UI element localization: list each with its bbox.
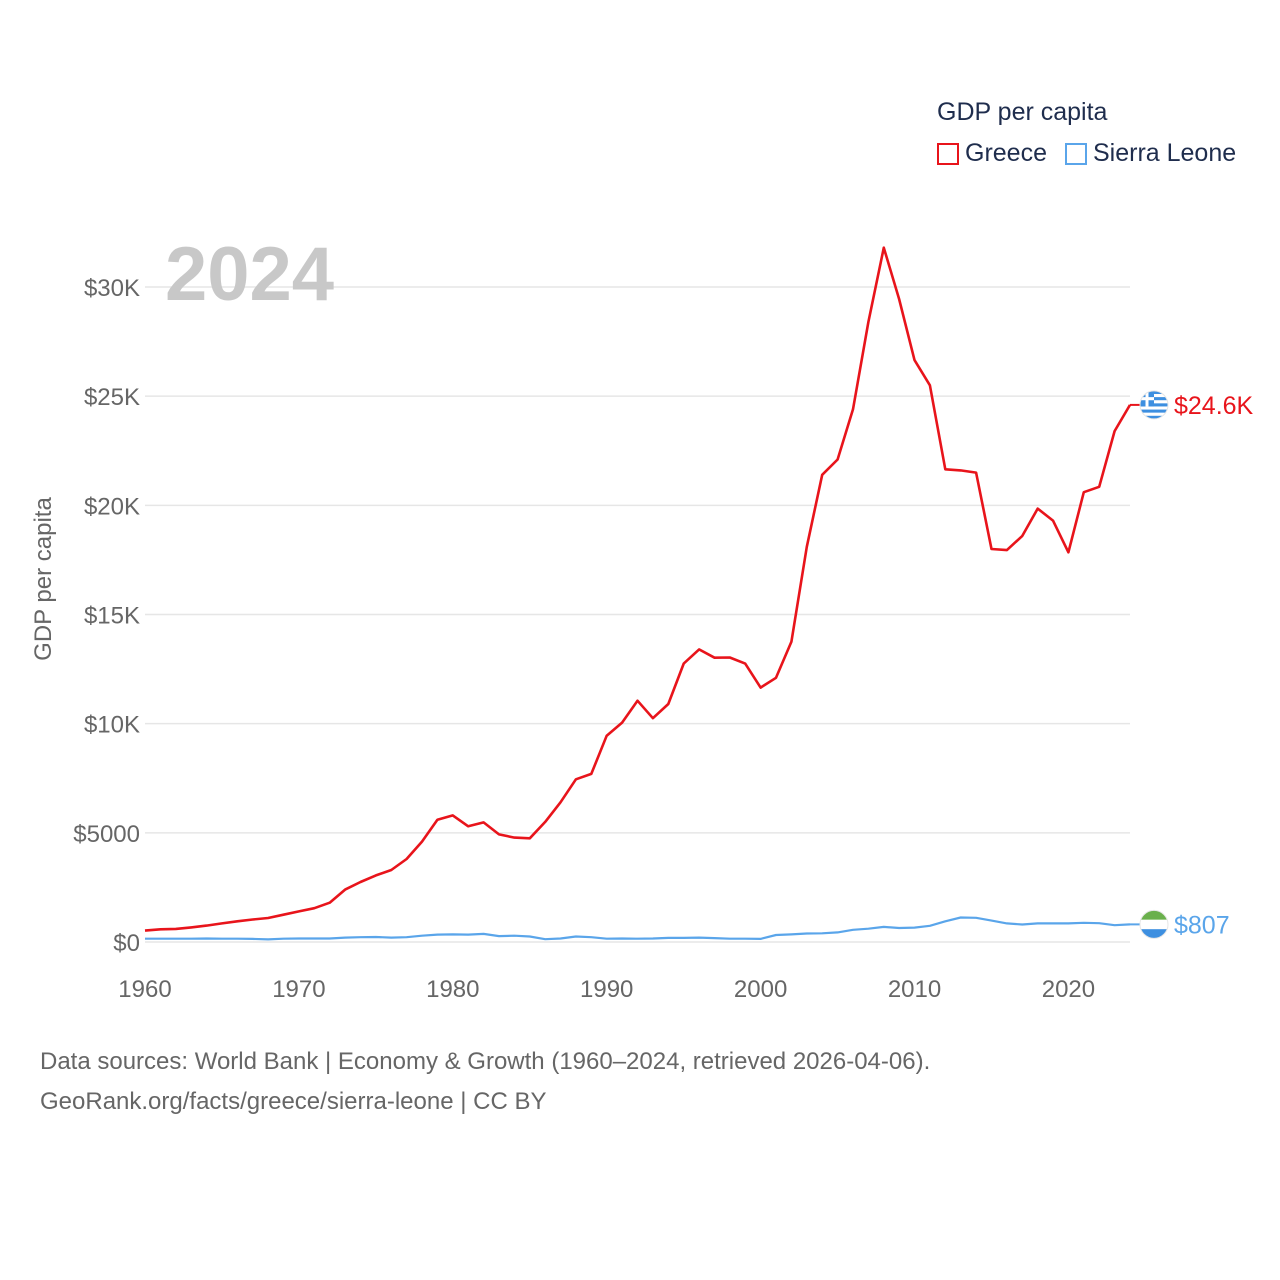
x-tick-label: 1980 <box>426 976 479 1003</box>
grid-lines <box>145 286 1130 943</box>
legend-swatch-sierra-leone <box>1064 142 1087 165</box>
legend-swatch-greece <box>937 142 959 165</box>
legend-item-greece[interactable]: Greece <box>937 139 1047 168</box>
end-value-label-sierra-leone: $807 <box>1174 911 1230 939</box>
y-tick-label: $10K <box>84 712 140 739</box>
y-tick-label: $0 <box>113 930 140 957</box>
x-tick-label: 1960 <box>118 976 171 1003</box>
legend: GDP per capita Greece Sierra Leone <box>937 98 1254 168</box>
y-axis-title: GDP per capita <box>30 497 57 661</box>
series-line-sierra-leone[interactable] <box>145 916 1131 941</box>
x-axis: 1960 1970 1980 1990 2000 2010 2020 <box>118 976 1095 1003</box>
y-tick-label: $15K <box>84 603 140 630</box>
flag-greece-icon <box>1139 390 1169 420</box>
legend-label-greece: Greece <box>965 139 1047 167</box>
flag-sierra-leone-icon <box>1139 909 1169 939</box>
y-tick-label: $20K <box>84 493 140 520</box>
x-tick-label: 2000 <box>734 976 787 1003</box>
legend-item-sierra-leone[interactable]: Sierra Leone <box>1064 139 1237 168</box>
x-tick-label: 1970 <box>272 976 325 1003</box>
legend-label-sierra-leone: Sierra Leone <box>1092 139 1237 167</box>
end-value-label-greece: $24.6K <box>1174 392 1254 420</box>
x-tick-label: 2010 <box>888 976 941 1003</box>
legend-title: GDP per capita <box>937 98 1108 126</box>
x-tick-label: 1990 <box>580 976 633 1003</box>
end-labels: $24.6K $807 <box>1130 390 1254 939</box>
x-tick-label: 2020 <box>1042 976 1095 1003</box>
y-axis: $0 $5000 $10K $15K $20K $25K $30K <box>73 275 140 957</box>
y-tick-label: $30K <box>84 275 140 302</box>
y-tick-label: $5000 <box>73 821 140 848</box>
series-line-greece[interactable] <box>144 246 1132 932</box>
series-lines <box>144 246 1132 941</box>
y-tick-label: $25K <box>84 384 140 411</box>
year-label: 2024 <box>165 232 334 317</box>
source-line-1: Data sources: World Bank | Economy & Gro… <box>40 1048 931 1075</box>
source-line-2[interactable]: GeoRank.org/facts/greece/sierra-leone | … <box>40 1088 547 1115</box>
data-source-note: Data sources: World Bank | Economy & Gro… <box>40 1042 930 1122</box>
